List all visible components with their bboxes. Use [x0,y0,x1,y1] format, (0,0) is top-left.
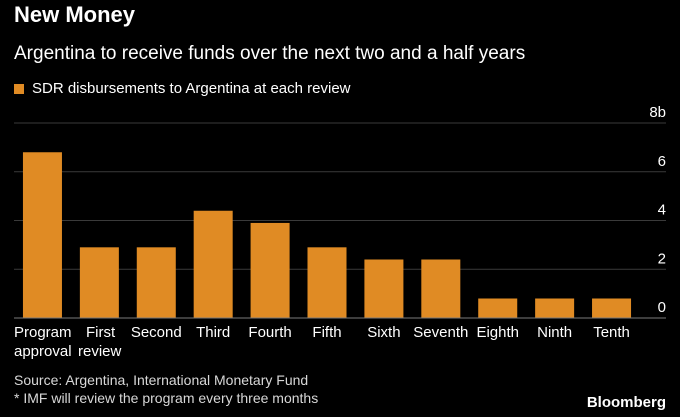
x-tick-label: Ninth [537,324,572,341]
x-tick-label: approval [14,343,72,360]
bar-chart: 0 2 4 6 8b Program approval First review Second Th… [14,104,666,360]
x-tick-label: Tenth [593,324,630,341]
x-tick-label: Fourth [248,324,291,341]
bar [136,247,176,318]
bar [79,247,119,318]
x-tick-label: Fifth [312,324,341,341]
bar [307,247,347,318]
bar [535,298,575,318]
chart-title: New Money [14,2,136,27]
x-tick-label: Seventh [413,324,468,341]
bar [250,222,290,318]
bar [22,152,62,318]
source-note: Source: Argentina, International Monetar… [14,372,309,388]
bar [421,259,461,318]
y-tick-label: 4 [658,202,666,219]
x-tick-label: Second [131,324,182,341]
bar [478,298,518,318]
x-tick-label: Program [14,324,72,341]
y-tick-label: 2 [658,250,666,267]
legend-swatch [14,83,24,94]
y-tick-label: 6 [658,153,666,170]
legend-label: SDR disbursements to Argentina at each r… [32,80,351,97]
x-tick-label: Third [196,324,230,341]
chart-legend: SDR disbursements to Argentina at each r… [14,80,351,97]
bar [592,298,632,318]
y-tick-label: 8b [649,104,666,121]
y-tick-label: 0 [658,299,666,316]
x-tick-label: Eighth [476,324,519,341]
bar [364,259,404,318]
footnote: * IMF will review the program every thre… [14,390,319,406]
bloomberg-logo: Bloomberg [586,394,666,411]
x-tick-label: Sixth [367,324,400,341]
x-tick-label: First [86,324,116,341]
chart-subtitle: Argentina to receive funds over the next… [14,43,526,64]
bar [193,210,233,318]
x-tick-label: review [78,343,122,360]
